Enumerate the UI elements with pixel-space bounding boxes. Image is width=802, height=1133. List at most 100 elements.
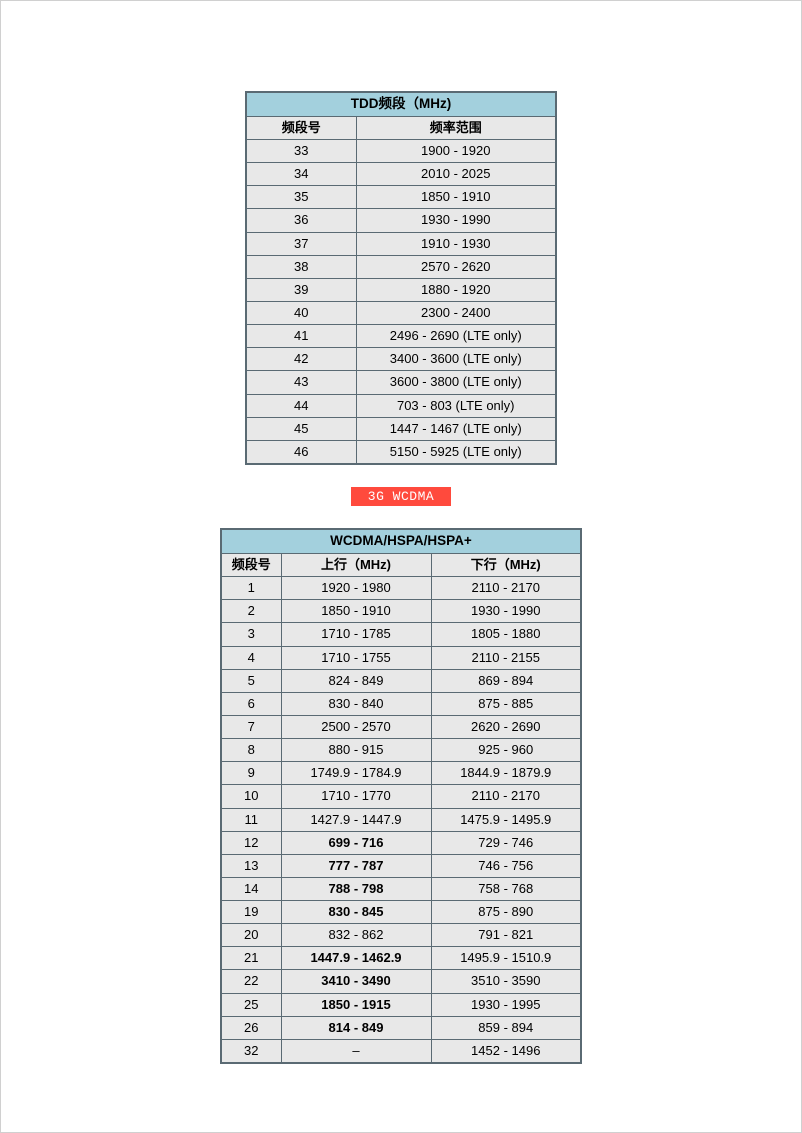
tdd-band-cell: 44 xyxy=(246,394,356,417)
wcdma-band-cell: 1 xyxy=(221,577,281,600)
wcdma-ul-cell: 830 - 840 xyxy=(281,692,431,715)
wcdma-band-cell: 8 xyxy=(221,739,281,762)
wcdma-band-cell: 10 xyxy=(221,785,281,808)
wcdma-dl-cell: 1495.9 - 1510.9 xyxy=(431,947,581,970)
wcdma-ul-cell: 824 - 849 xyxy=(281,669,431,692)
wcdma-band-cell: 7 xyxy=(221,715,281,738)
table-row: 211447.9 - 1462.91495.9 - 1510.9 xyxy=(221,947,581,970)
wcdma-dl-cell: 791 - 821 xyxy=(431,924,581,947)
tdd-range-cell: 1930 - 1990 xyxy=(356,209,556,232)
tdd-band-cell: 41 xyxy=(246,325,356,348)
wcdma-header-row: 频段号 上行（MHz) 下行（MHz) xyxy=(221,553,581,576)
table-row: 14788 - 798758 - 768 xyxy=(221,877,581,900)
table-row: 451447 - 1467 (LTE only) xyxy=(246,417,556,440)
table-row: 6830 - 840875 - 885 xyxy=(221,692,581,715)
tdd-range-cell: 5150 - 5925 (LTE only) xyxy=(356,440,556,464)
table-row: 402300 - 2400 xyxy=(246,302,556,325)
table-row: 5824 - 849869 - 894 xyxy=(221,669,581,692)
tdd-range-cell: 2570 - 2620 xyxy=(356,255,556,278)
wcdma-band-cell: 14 xyxy=(221,877,281,900)
table-row: 361930 - 1990 xyxy=(246,209,556,232)
tdd-band-cell: 38 xyxy=(246,255,356,278)
table-row: 351850 - 1910 xyxy=(246,186,556,209)
tdd-range-cell: 2010 - 2025 xyxy=(356,163,556,186)
tdd-band-cell: 39 xyxy=(246,278,356,301)
tdd-range-cell: 3400 - 3600 (LTE only) xyxy=(356,348,556,371)
wcdma-ul-cell: 832 - 862 xyxy=(281,924,431,947)
wcdma-dl-cell: 746 - 756 xyxy=(431,854,581,877)
tdd-band-cell: 35 xyxy=(246,186,356,209)
wcdma-band-cell: 21 xyxy=(221,947,281,970)
wcdma-dl-cell: 1452 - 1496 xyxy=(431,1039,581,1063)
wcdma-dl-cell: 859 - 894 xyxy=(431,1016,581,1039)
wcdma-ul-cell: 3410 - 3490 xyxy=(281,970,431,993)
tdd-range-cell: 2300 - 2400 xyxy=(356,302,556,325)
wcdma-dl-cell: 1475.9 - 1495.9 xyxy=(431,808,581,831)
table-row: 20832 - 862791 - 821 xyxy=(221,924,581,947)
wcdma-ul-cell: 880 - 915 xyxy=(281,739,431,762)
table-row: 111427.9 - 1447.91475.9 - 1495.9 xyxy=(221,808,581,831)
wcdma-ul-cell: 1710 - 1785 xyxy=(281,623,431,646)
table-row: 342010 - 2025 xyxy=(246,163,556,186)
wcdma-title: WCDMA/HSPA/HSPA+ xyxy=(221,529,581,553)
wcdma-dl-cell: 1930 - 1990 xyxy=(431,600,581,623)
wcdma-dl-cell: 1805 - 1880 xyxy=(431,623,581,646)
section-badge-3g-wcdma: 3G WCDMA xyxy=(351,487,451,506)
wcdma-ul-cell: 814 - 849 xyxy=(281,1016,431,1039)
wcdma-ul-cell: 1710 - 1770 xyxy=(281,785,431,808)
table-row: 21850 - 19101930 - 1990 xyxy=(221,600,581,623)
wcdma-ul-cell: 788 - 798 xyxy=(281,877,431,900)
table-row: 391880 - 1920 xyxy=(246,278,556,301)
tdd-col-band: 频段号 xyxy=(246,116,356,139)
wcdma-dl-cell: 2110 - 2170 xyxy=(431,785,581,808)
tdd-band-cell: 36 xyxy=(246,209,356,232)
table-row: 12699 - 716729 - 746 xyxy=(221,831,581,854)
table-row: 331900 - 1920 xyxy=(246,140,556,163)
table-row: 19830 - 845875 - 890 xyxy=(221,901,581,924)
wcdma-band-cell: 4 xyxy=(221,646,281,669)
tdd-band-cell: 45 xyxy=(246,417,356,440)
table-row: 91749.9 - 1784.91844.9 - 1879.9 xyxy=(221,762,581,785)
tdd-band-cell: 43 xyxy=(246,371,356,394)
tdd-range-cell: 1900 - 1920 xyxy=(356,140,556,163)
table-row: 251850 - 19151930 - 1995 xyxy=(221,993,581,1016)
tdd-range-cell: 3600 - 3800 (LTE only) xyxy=(356,371,556,394)
table-row: 101710 - 17702110 - 2170 xyxy=(221,785,581,808)
wcdma-band-cell: 19 xyxy=(221,901,281,924)
wcdma-ul-cell: 1427.9 - 1447.9 xyxy=(281,808,431,831)
tdd-header-row: 频段号 频率范围 xyxy=(246,116,556,139)
table-row: 412496 - 2690 (LTE only) xyxy=(246,325,556,348)
tdd-range-cell: 2496 - 2690 (LTE only) xyxy=(356,325,556,348)
table-row: 423400 - 3600 (LTE only) xyxy=(246,348,556,371)
tdd-band-cell: 37 xyxy=(246,232,356,255)
wcdma-ul-cell: – xyxy=(281,1039,431,1063)
tdd-title: TDD频段（MHz) xyxy=(246,92,556,116)
wcdma-dl-cell: 1930 - 1995 xyxy=(431,993,581,1016)
tdd-range-cell: 1447 - 1467 (LTE only) xyxy=(356,417,556,440)
table-row: 31710 - 17851805 - 1880 xyxy=(221,623,581,646)
tdd-band-cell: 33 xyxy=(246,140,356,163)
table-row: 433600 - 3800 (LTE only) xyxy=(246,371,556,394)
table-row: 465150 - 5925 (LTE only) xyxy=(246,440,556,464)
tdd-range-cell: 1880 - 1920 xyxy=(356,278,556,301)
wcdma-table: WCDMA/HSPA/HSPA+ 频段号 上行（MHz) 下行（MHz) 119… xyxy=(220,528,582,1064)
wcdma-dl-cell: 869 - 894 xyxy=(431,669,581,692)
wcdma-ul-cell: 1850 - 1910 xyxy=(281,600,431,623)
wcdma-band-cell: 9 xyxy=(221,762,281,785)
wcdma-band-cell: 22 xyxy=(221,970,281,993)
tdd-col-range: 频率范围 xyxy=(356,116,556,139)
wcdma-col-band: 频段号 xyxy=(221,553,281,576)
wcdma-dl-cell: 758 - 768 xyxy=(431,877,581,900)
wcdma-dl-cell: 3510 - 3590 xyxy=(431,970,581,993)
table-row: 26814 - 849859 - 894 xyxy=(221,1016,581,1039)
table-row: 382570 - 2620 xyxy=(246,255,556,278)
table-row: 32–1452 - 1496 xyxy=(221,1039,581,1063)
wcdma-band-cell: 25 xyxy=(221,993,281,1016)
wcdma-band-cell: 26 xyxy=(221,1016,281,1039)
wcdma-ul-cell: 777 - 787 xyxy=(281,854,431,877)
tdd-band-cell: 40 xyxy=(246,302,356,325)
wcdma-dl-cell: 2110 - 2170 xyxy=(431,577,581,600)
wcdma-dl-cell: 875 - 890 xyxy=(431,901,581,924)
wcdma-band-cell: 2 xyxy=(221,600,281,623)
wcdma-band-cell: 11 xyxy=(221,808,281,831)
